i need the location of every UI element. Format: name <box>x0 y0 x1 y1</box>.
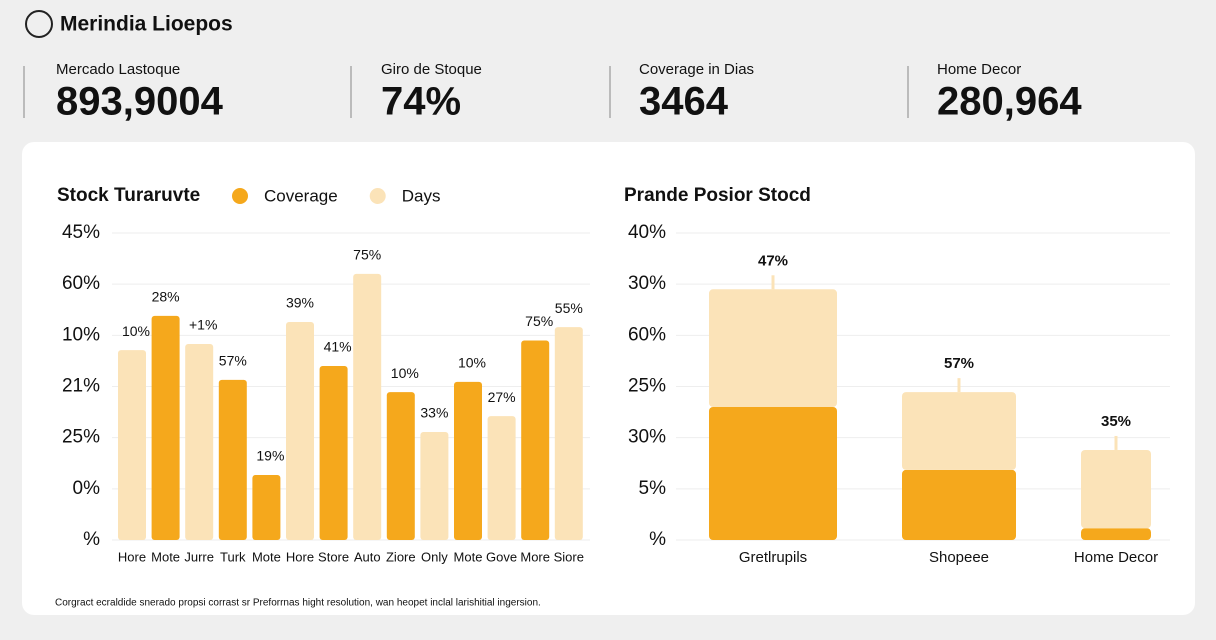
y-tick-label: 60% <box>628 324 666 345</box>
data-label: 75% <box>525 313 553 329</box>
x-tick-label: Shopeee <box>929 549 989 566</box>
y-tick-label: 0% <box>73 478 101 499</box>
bar <box>252 475 281 540</box>
x-tick-label: Jurre <box>184 549 214 564</box>
kpi-value: 3464 <box>639 80 729 124</box>
footer-note: Corgract ecraldide snerado propsi corras… <box>55 598 541 609</box>
legend-label: Coverage <box>264 186 338 205</box>
bar-segment <box>1081 449 1151 529</box>
kpis: Mercado Lastoque 893,9004 Giro de Stoque… <box>23 61 1082 124</box>
data-label: 10% <box>458 355 486 371</box>
data-label: 10% <box>391 365 419 381</box>
card <box>22 142 1195 615</box>
bar-segment <box>709 406 837 540</box>
bar <box>118 350 146 540</box>
y-tick-label: 45% <box>62 222 100 243</box>
x-tick-label: Mote <box>151 549 180 564</box>
x-tick-label: Turk <box>220 549 246 564</box>
data-label: 33% <box>420 405 448 421</box>
data-label: 10% <box>122 323 150 339</box>
bar <box>319 366 348 540</box>
data-label: 27% <box>488 389 516 405</box>
y-tick-label: % <box>649 529 666 550</box>
y-tick-label: 30% <box>628 427 666 448</box>
data-label: 28% <box>152 289 180 305</box>
kpi-value: 280,964 <box>937 80 1082 124</box>
kpi-value: 74% <box>381 80 461 124</box>
data-label: 47% <box>758 252 788 269</box>
y-tick-label: 30% <box>628 273 666 294</box>
legend-label: Days <box>402 186 441 205</box>
kpi-value: 893,9004 <box>56 80 224 124</box>
y-tick-label: 10% <box>62 324 100 345</box>
kpi-label: Coverage in Dias <box>639 61 754 78</box>
x-tick-label: Home Decor <box>1074 549 1158 566</box>
x-tick-label: More <box>520 549 550 564</box>
x-tick-label: Gove <box>486 549 517 564</box>
y-tick-label: 40% <box>628 222 666 243</box>
data-label: +1% <box>189 317 217 333</box>
x-tick-label: Store <box>318 549 349 564</box>
data-label: 35% <box>1101 413 1131 430</box>
bar <box>218 379 247 540</box>
bar <box>353 273 382 540</box>
x-tick-label: Hore <box>286 549 314 564</box>
bar <box>487 416 516 540</box>
kpi-label: Home Decor <box>937 61 1021 78</box>
bar <box>185 344 214 540</box>
chart-title: Stock Turaruvte <box>57 185 200 206</box>
data-label: 57% <box>944 355 974 372</box>
bar-segment <box>902 392 1016 470</box>
y-tick-label: 25% <box>62 427 100 448</box>
legend-swatch <box>369 188 386 204</box>
data-label: 39% <box>286 295 314 311</box>
bar <box>521 340 550 540</box>
bar-segment <box>1081 528 1151 540</box>
logo <box>25 10 53 38</box>
kpi-label: Giro de Stoque <box>381 61 482 78</box>
bar <box>286 322 314 540</box>
legend-swatch <box>232 188 248 204</box>
x-tick-label: Hore <box>118 549 146 564</box>
data-label: 55% <box>555 300 583 316</box>
bar <box>454 381 482 540</box>
app-title: Merindia Lioepos <box>60 13 233 36</box>
data-label: 57% <box>219 353 247 369</box>
x-tick-label: Only <box>421 549 448 564</box>
bar <box>554 327 583 540</box>
data-label: 41% <box>324 339 352 355</box>
bar <box>151 315 180 540</box>
x-tick-label: Mote <box>252 549 281 564</box>
bar-segment <box>709 289 837 407</box>
bar-segment <box>902 469 1016 540</box>
data-label: 75% <box>353 247 381 263</box>
x-tick-label: Ziore <box>386 549 416 564</box>
y-tick-label: 5% <box>639 478 667 499</box>
bar <box>420 432 449 540</box>
y-tick-label: 21% <box>62 376 100 397</box>
x-tick-label: Mote <box>454 549 483 564</box>
y-tick-label: 25% <box>628 376 666 397</box>
kpi-label: Mercado Lastoque <box>56 61 180 78</box>
data-label: 19% <box>256 448 284 464</box>
chart-title: Prande Posior Stocd <box>624 185 811 206</box>
y-tick-label: 60% <box>62 273 100 294</box>
bar <box>386 392 415 540</box>
x-tick-label: Gretlrupils <box>739 549 807 566</box>
x-tick-label: Auto <box>354 549 381 564</box>
x-tick-label: Siore <box>554 549 584 564</box>
y-tick-label: % <box>83 529 100 550</box>
